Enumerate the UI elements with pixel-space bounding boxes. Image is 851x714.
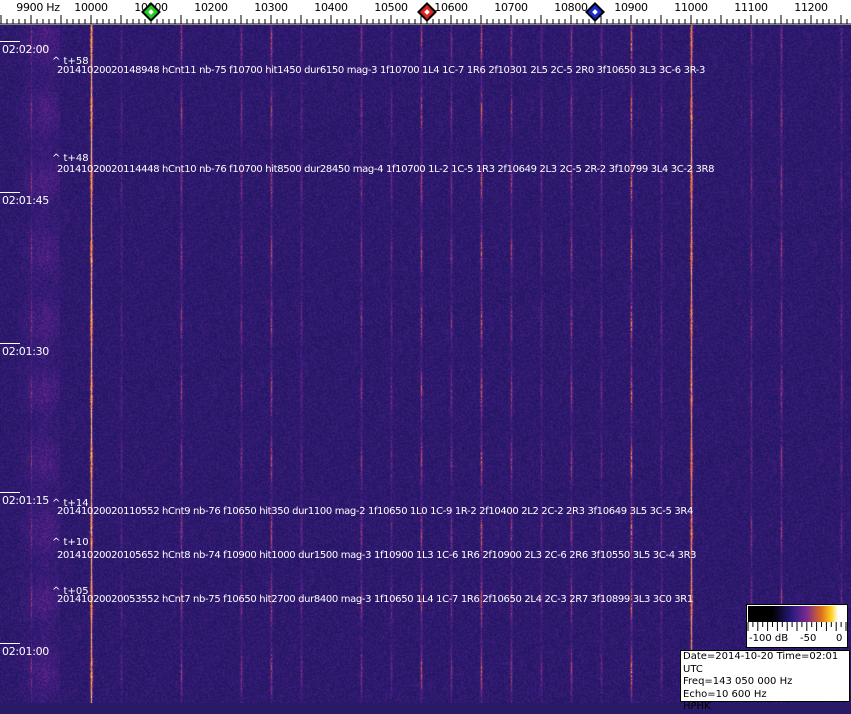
time-label: 02:01:00 (0, 643, 50, 658)
event-marker: ^ t+14 (52, 498, 89, 509)
frequency: Freq=143 050 000 Hz (683, 676, 793, 687)
frequency-label: 10500 (374, 1, 408, 14)
frequency-unit-label: 9900 Hz (16, 1, 60, 14)
event-annotation: 20141020020148948 hCnt11 nb-75 f10700 hi… (57, 65, 706, 76)
frequency-label: 10000 (74, 1, 108, 14)
color-scale-legend: -100 dB -50 0 (746, 604, 848, 648)
frequency-label: 10700 (494, 1, 528, 14)
event-annotation: 20141020020110552 hCnt9 nb-76 f10650 hit… (57, 506, 694, 517)
frequency-label: 11100 (734, 1, 768, 14)
colorbar-label-max: 0 (836, 633, 843, 644)
event-marker: ^ t+58 (52, 56, 89, 67)
colorbar-label-min: -100 dB (749, 633, 789, 644)
frequency-label: 10300 (254, 1, 288, 14)
time-label: 02:01:30 (0, 343, 50, 358)
echo-frequency: Echo=10 600 Hz (683, 688, 767, 700)
event-annotation: 20141020020114448 hCnt10 nb-76 f10700 hi… (57, 164, 715, 175)
frequency-label: 10200 (194, 1, 228, 14)
frequency-label: 10800 (554, 1, 588, 14)
event-marker: ^ t+10 (52, 537, 89, 548)
event-marker: ^ t+48 (52, 153, 89, 164)
frequency-label: 11200 (794, 1, 828, 14)
frequency-label: 10600 (434, 1, 468, 14)
time-label: 02:01:45 (0, 192, 50, 207)
frequency-label: 10900 (614, 1, 648, 14)
color-gradient (748, 606, 846, 622)
info-box: Date=2014-10-20 Time=02:01 UTC Freq=143 … (680, 650, 850, 712)
event-marker: ^ t+05 (52, 586, 89, 597)
event-annotation: 20141020020105652 hCnt8 nb-74 f10900 hit… (57, 550, 697, 561)
frequency-label: 10400 (314, 1, 348, 14)
spectrogram-waterfall (0, 25, 851, 703)
event-annotation: 20141020020053552 hCnt7 nb-75 f10650 hit… (57, 594, 693, 605)
date-time: Date=2014-10-20 Time=02:01 UTC (683, 651, 839, 675)
frequency-ruler-ticks (0, 15, 851, 25)
frequency-label: 11000 (674, 1, 708, 14)
colorbar-label-mid: -50 (800, 633, 817, 644)
time-label: 02:01:15 (0, 492, 50, 507)
time-label: 02:02:00 (0, 41, 50, 56)
color-scale-ticks (747, 622, 847, 631)
